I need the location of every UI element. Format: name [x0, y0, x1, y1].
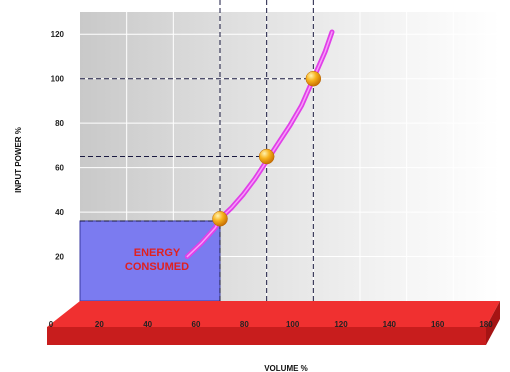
data-point-marker: [212, 210, 228, 227]
x-tick-label: 20: [95, 320, 104, 329]
x-tick-label: 40: [143, 320, 152, 329]
y-tick-label: 100: [51, 75, 65, 84]
base-platform: [47, 301, 500, 345]
x-tick-label: 160: [431, 320, 445, 329]
x-tick-labels: 0 20 40 60 80 100 120 140 160 180: [49, 320, 493, 329]
y-tick-label: 20: [55, 253, 64, 262]
platform-side: [486, 301, 500, 345]
y-tick-label: 120: [51, 30, 65, 39]
energy-consumed-region: [79, 220, 221, 302]
x-tick-label: 140: [383, 320, 397, 329]
data-point-marker: [258, 148, 275, 165]
y-axis-title: INPUT POWER %: [14, 127, 23, 193]
y-tick-label: 60: [55, 164, 64, 173]
x-tick-label: 180: [479, 320, 493, 329]
energy-consumed-label-line1: ENERGY: [134, 247, 181, 259]
y-tick-label: 40: [55, 208, 64, 217]
x-tick-label: 60: [192, 320, 201, 329]
data-markers: [212, 70, 322, 227]
y-tick-label: 80: [55, 119, 64, 128]
reference-lines: [80, 0, 314, 301]
energy-consumed-label-line2: CONSUMED: [125, 261, 189, 273]
x-tick-label: 0: [49, 320, 54, 329]
platform-front: [47, 327, 486, 345]
x-tick-label: 100: [286, 320, 300, 329]
x-tick-label: 120: [334, 320, 348, 329]
x-axis-title: VOLUME %: [264, 364, 308, 372]
y-tick-labels: 20 40 60 80 100 120: [51, 30, 65, 261]
data-point-marker: [305, 70, 322, 87]
platform-top: [47, 301, 500, 327]
x-tick-label: 80: [240, 320, 249, 329]
